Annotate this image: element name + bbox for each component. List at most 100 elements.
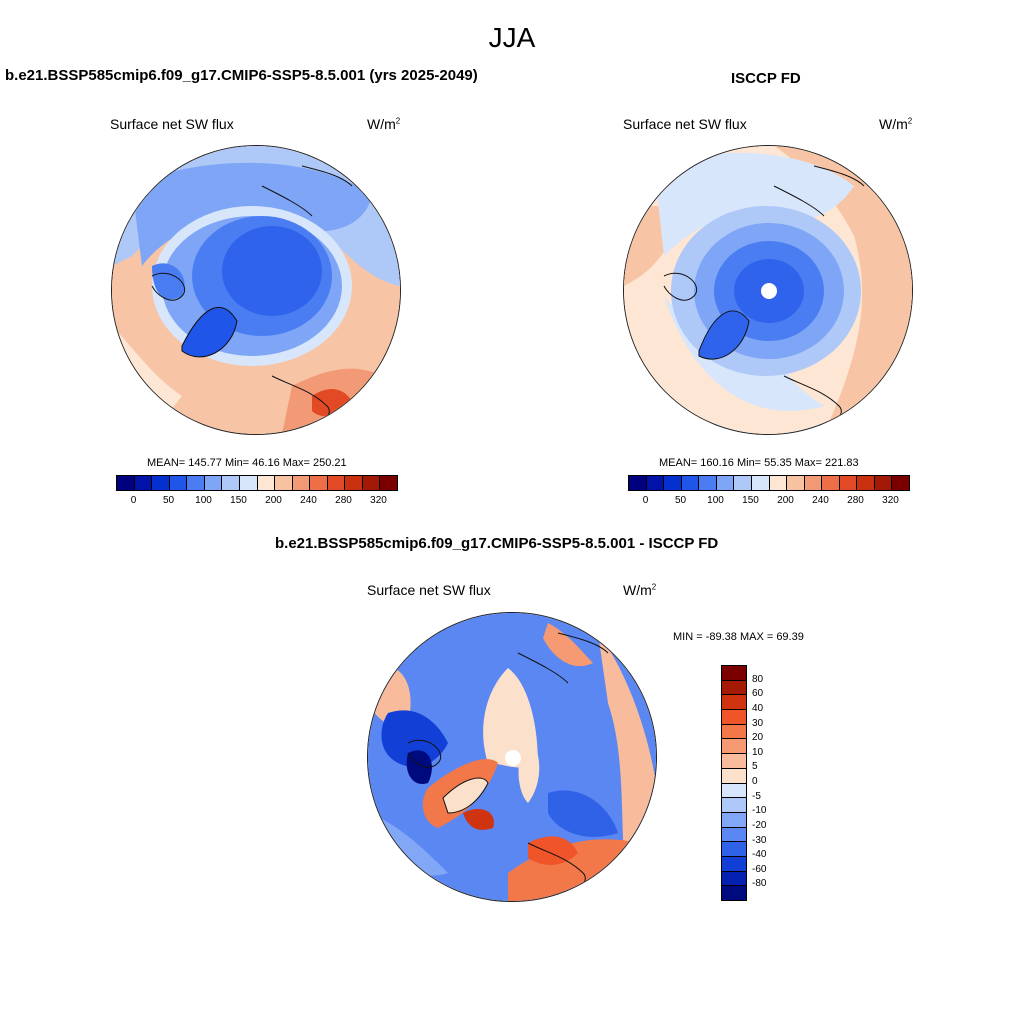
colorbar-swatch (857, 476, 875, 490)
colorbar-swatch (722, 680, 746, 696)
panel2-stats: MEAN= 160.16 Min= 55.35 Max= 221.83 (659, 457, 859, 469)
panel3-colorbar-ticks: 80 60 40 30 20 10 5 0 -5 -10 -20 -30 -40 -60 -80 (752, 665, 792, 899)
colorbar-tick-label: 200 (265, 495, 282, 506)
colorbar-swatch (187, 476, 205, 490)
colorbar-swatch (822, 476, 840, 490)
colorbar-swatch (310, 476, 328, 490)
panel2-variable: Surface net SW flux (623, 116, 747, 132)
colorbar-swatch (722, 886, 746, 900)
colorbar-swatch (345, 476, 363, 490)
colorbar-swatch (722, 812, 746, 828)
colorbar-swatch (327, 476, 346, 490)
panel2-colorbar (628, 475, 910, 491)
colorbar-swatch (681, 476, 700, 490)
panel2-polar-map (623, 145, 913, 435)
colorbar-tick-label: 200 (777, 495, 794, 506)
colorbar-tick-label: 40 (752, 702, 764, 714)
colorbar-swatch (629, 476, 647, 490)
colorbar-tick-label: 240 (300, 495, 317, 506)
colorbar-swatch (722, 871, 746, 887)
colorbar-swatch (292, 476, 311, 490)
colorbar-swatch (239, 476, 258, 490)
colorbar-swatch (722, 754, 746, 769)
colorbar-swatch (839, 476, 858, 490)
panel3-minmax: MIN = -89.38 MAX = 69.39 (673, 631, 804, 643)
panel3-units: W/m2 (623, 582, 657, 598)
colorbar-swatch (722, 724, 746, 740)
panel1-polar-map (111, 145, 401, 435)
colorbar-swatch (722, 827, 746, 843)
colorbar-tick-label: -5 (752, 790, 761, 802)
colorbar-swatch (751, 476, 770, 490)
colorbar-tick-label: 0 (130, 495, 137, 506)
colorbar-tick-label: 280 (335, 495, 352, 506)
colorbar-swatch (222, 476, 240, 490)
colorbar-tick-label: 320 (882, 495, 899, 506)
colorbar-swatch (664, 476, 682, 490)
panel3-variable: Surface net SW flux (367, 582, 491, 598)
colorbar-swatch (380, 476, 397, 490)
colorbar-tick-label: 320 (370, 495, 387, 506)
colorbar-tick-label: 280 (847, 495, 864, 506)
colorbar-tick-label: 80 (752, 673, 764, 685)
season-title: JJA (488, 22, 536, 53)
colorbar-swatch (117, 476, 135, 490)
colorbar-swatch (722, 783, 746, 799)
colorbar-tick-label: 60 (752, 688, 764, 700)
colorbar-swatch (152, 476, 170, 490)
colorbar-swatch (699, 476, 717, 490)
colorbar-tick-label: 20 (752, 732, 764, 744)
colorbar-swatch (734, 476, 752, 490)
panel1-colorbar-ticks: 0 50 100 150 200 240 280 320 (116, 495, 396, 507)
colorbar-swatch (362, 476, 381, 490)
panel1-stats: MEAN= 145.77 Min= 46.16 Max= 250.21 (147, 457, 347, 469)
colorbar-tick-label: 240 (812, 495, 829, 506)
colorbar-swatch (722, 695, 746, 711)
colorbar-swatch (804, 476, 823, 490)
colorbar-tick-label: -80 (752, 878, 767, 890)
colorbar-tick-label: -20 (752, 819, 767, 831)
colorbar-tick-label: 5 (752, 761, 758, 773)
panel2-colorbar-ticks: 0 50 100 150 200 240 280 320 (628, 495, 908, 507)
colorbar-tick-label: 150 (230, 495, 247, 506)
colorbar-swatch (722, 710, 746, 725)
colorbar-swatch (722, 798, 746, 813)
colorbar-swatch (646, 476, 665, 490)
panel2-title: ISCCP FD (731, 70, 801, 87)
colorbar-tick-label: 0 (642, 495, 649, 506)
colorbar-tick-label: -60 (752, 863, 767, 875)
colorbar-swatch (275, 476, 293, 490)
colorbar-swatch (722, 666, 746, 681)
colorbar-tick-label: -30 (752, 834, 767, 846)
colorbar-tick-label: 50 (162, 495, 175, 506)
colorbar-swatch (257, 476, 276, 490)
colorbar-tick-label: 10 (752, 746, 764, 758)
panel3-title: b.e21.BSSP585cmip6.f09_g17.CMIP6-SSP5-8.… (275, 535, 719, 552)
colorbar-swatch (204, 476, 223, 490)
colorbar-tick-label: 150 (742, 495, 759, 506)
colorbar-tick-label: 100 (707, 495, 724, 506)
colorbar-swatch (769, 476, 788, 490)
panel1-colorbar (116, 475, 398, 491)
colorbar-swatch (134, 476, 153, 490)
panel1-units: W/m2 (367, 116, 401, 132)
colorbar-swatch (722, 739, 746, 755)
colorbar-swatch (892, 476, 909, 490)
panel1-title: b.e21.BSSP585cmip6.f09_g17.CMIP6-SSP5-8.… (5, 67, 478, 84)
colorbar-swatch (169, 476, 188, 490)
panel2-units: W/m2 (879, 116, 913, 132)
colorbar-swatch (716, 476, 735, 490)
colorbar-tick-label: 0 (752, 776, 758, 787)
panel3-polar-map (367, 612, 657, 902)
panel3-colorbar (721, 665, 747, 901)
colorbar-tick-label: 100 (195, 495, 212, 506)
colorbar-tick-label: 50 (674, 495, 687, 506)
colorbar-swatch (874, 476, 893, 490)
colorbar-swatch (722, 842, 746, 857)
colorbar-swatch (722, 768, 746, 784)
colorbar-swatch (787, 476, 805, 490)
colorbar-tick-label: -10 (752, 805, 767, 817)
colorbar-tick-label: -40 (752, 849, 767, 861)
colorbar-tick-label: 30 (752, 717, 764, 729)
panel1-variable: Surface net SW flux (110, 116, 234, 132)
